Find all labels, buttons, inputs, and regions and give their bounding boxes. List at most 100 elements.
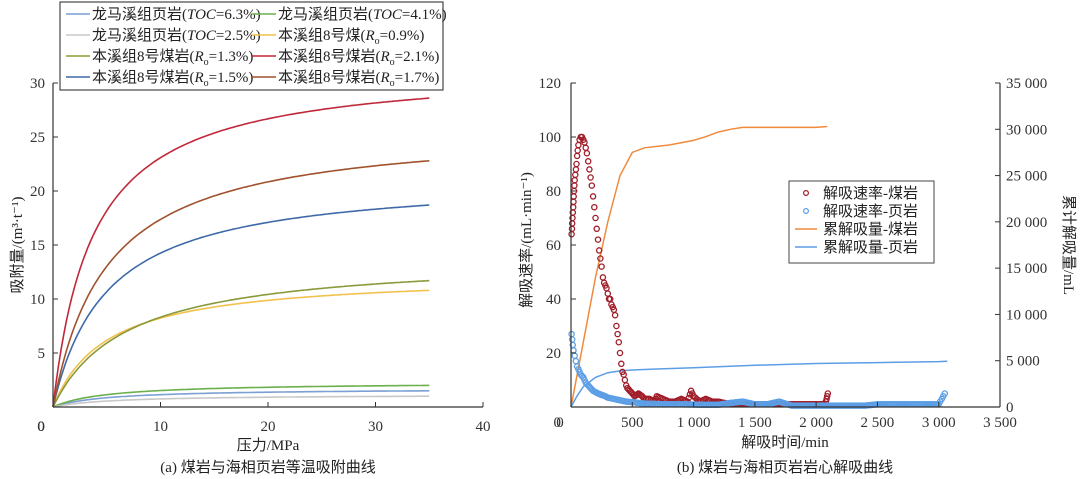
data-point [570, 198, 577, 206]
data-point [572, 166, 580, 173]
chart-b-y-ticks-left: 0 20 40 60 80 100 120 [539, 76, 576, 431]
legend-marker [802, 208, 809, 215]
y-tick-label: 5 [38, 346, 46, 362]
data-point [599, 274, 607, 281]
x-tick-label: 1 500 [738, 415, 772, 431]
chart-b-y-axis-title-right: 累计解吸量/mL [1060, 195, 1077, 295]
data-point [593, 225, 600, 233]
data-point [586, 166, 593, 173]
data-point [597, 255, 604, 262]
data-point [618, 360, 625, 368]
data-point [615, 338, 623, 346]
legend-label: 龙马溪组页岩(TOC=4.1%) [278, 6, 447, 23]
chart-b-x-ticks: 0 500 1 000 1 500 2 000 2 500 3 000 3 500 [556, 402, 1017, 431]
series-line [52, 395, 430, 408]
data-point [594, 236, 602, 243]
data-point [571, 182, 578, 189]
legend-marker [802, 190, 809, 197]
chart-b-caption: (b) 煤岩与海相页岩岩心解吸曲线 [677, 459, 893, 476]
x-tick-label: 3 000 [922, 415, 956, 431]
data-point [588, 182, 596, 189]
y-tick-label: 40 [546, 292, 561, 308]
series-line [52, 390, 430, 408]
chart-a-x-axis-title: 压力/MPa [237, 437, 300, 454]
legend-label: 本溪组8号煤岩(Ro=1.3%) [92, 48, 253, 68]
data-point [568, 225, 576, 233]
legend-label: 本溪组8号煤(Ro=0.9%) [278, 27, 424, 47]
series-line [52, 160, 430, 408]
x-tick-label: 1 000 [677, 415, 711, 431]
y2-tick-label: 20 000 [1006, 215, 1047, 231]
data-point [621, 376, 629, 384]
chart-b-x-axis-title: 解吸时间/min [741, 434, 829, 451]
data-point [574, 147, 581, 154]
chart-b-y-ticks-right: 0 5 000 10 000 15 000 20 000 25 000 30 000 35 0… [995, 76, 1047, 416]
data-point [570, 193, 577, 200]
chart-a-y-ticks: 0 5 10 15 20 25 30 [30, 76, 58, 435]
y2-tick-label: 35 000 [1006, 76, 1047, 92]
data-point [570, 347, 577, 354]
chart-b: 0 500 1 000 1 500 2 000 2 500 3 000 3 500 0 20 40… [518, 76, 1077, 476]
x-tick-label: 500 [621, 415, 644, 431]
chart-b-plot [568, 125, 949, 409]
y-tick-label: 15 [30, 238, 45, 254]
data-point [616, 349, 624, 357]
y2-tick-label: 30 000 [1006, 122, 1047, 138]
x-tick-label: 30 [368, 419, 383, 435]
y-tick-label: 30 [30, 76, 45, 92]
data-point [572, 171, 579, 179]
data-point [572, 357, 580, 365]
series-line [52, 289, 430, 408]
chart-a-x-ticks: 0 10 20 30 40 [37, 402, 491, 435]
y-tick-label: 20 [30, 184, 45, 200]
data-point [571, 176, 578, 184]
data-point [568, 336, 576, 343]
y-tick-label: 120 [539, 76, 562, 92]
data-point [823, 392, 831, 400]
legend-label: 本溪组8号煤岩(Ro=1.5%) [92, 69, 253, 89]
x-tick-label: 0 [556, 415, 564, 431]
x-tick-label: 10 [153, 419, 168, 435]
y-tick-label: 20 [546, 346, 561, 362]
data-point [573, 160, 580, 168]
y2-tick-label: 25 000 [1006, 169, 1047, 185]
x-tick-label: 20 [261, 419, 276, 435]
y2-tick-label: 10 000 [1006, 307, 1047, 323]
chart-a: 0 10 20 30 40 0 5 10 15 20 25 30 压力/MPa 吸附量/(m³·t⁻… [9, 1, 491, 476]
y-tick-label: 80 [546, 184, 561, 200]
data-point [583, 149, 591, 157]
series-line [52, 204, 430, 408]
chart-a-caption: (a) 煤岩与海相页岩等温吸附曲线 [160, 458, 375, 476]
series-line [52, 97, 430, 408]
chart-a-curves [52, 97, 430, 408]
legend-label: 解吸速率-煤岩 [823, 185, 918, 202]
y2-tick-label: 5 000 [1006, 354, 1040, 370]
data-point [589, 193, 597, 200]
x-tick-label: 2 000 [799, 415, 833, 431]
chart-b-y-axis-title-left: 解吸速率/(mL·min⁻¹) [518, 172, 535, 308]
chart-a-legend-box [59, 1, 444, 91]
y2-tick-label: 15 000 [1006, 261, 1047, 277]
data-point [568, 220, 576, 227]
chart-a-y-axis-title: 吸附量/(m³·t⁻¹) [9, 197, 26, 294]
chart-a-legend: 龙马溪组页岩(TOC=6.3%) 龙马溪组页岩(TOC=4.1%) 龙马溪组页岩(T… [59, 1, 447, 91]
y-tick-label: 100 [539, 130, 562, 146]
legend-label: 解吸速率-页岩 [823, 203, 918, 220]
x-tick-label: 3 500 [983, 415, 1017, 431]
x-tick-label: 2 500 [861, 415, 895, 431]
y-tick-label: 0 [38, 419, 46, 435]
data-point [573, 152, 581, 160]
legend-label: 累解吸量-页岩 [823, 239, 918, 256]
series-line [52, 384, 430, 408]
data-point [595, 247, 603, 254]
data-point [614, 330, 621, 338]
data-point [592, 214, 599, 222]
chart-b-legend-box [788, 180, 935, 264]
y-tick-label: 10 [30, 292, 45, 308]
y-tick-label: 60 [546, 238, 561, 254]
series-line [52, 279, 430, 408]
data-point [587, 174, 594, 181]
y-tick-label: 0 [554, 415, 562, 431]
